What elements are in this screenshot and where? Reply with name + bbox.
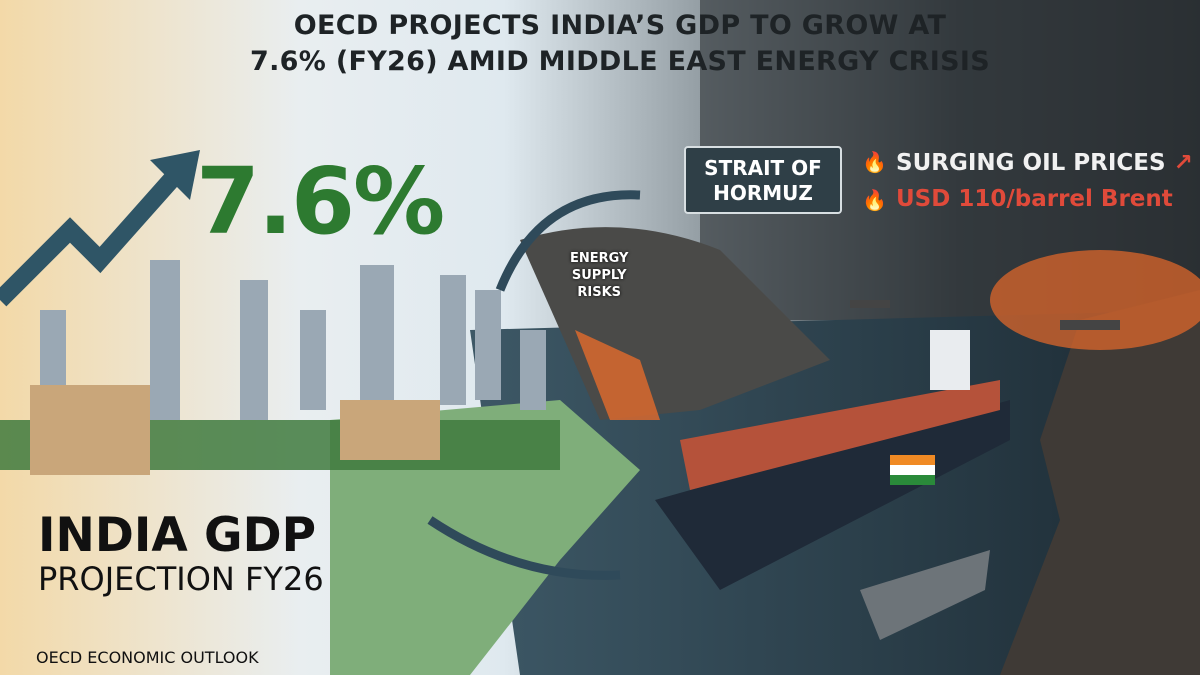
- source-label: OECD ECONOMIC OUTLOOK: [36, 648, 259, 667]
- bottom-subtitle: PROJECTION FY26: [38, 560, 324, 598]
- strait-of-hormuz-sign: STRAIT OF HORMUZ: [684, 146, 842, 214]
- container-ship: [655, 330, 1010, 590]
- oil-prices-text: SURGING OIL PRICES: [896, 150, 1166, 176]
- right-cliffs: [1000, 290, 1200, 675]
- oil-rigs: [850, 300, 1120, 330]
- coast-fire: [575, 330, 660, 420]
- heritage-building: [340, 400, 440, 460]
- risk-line-1: ENERGY: [570, 251, 629, 266]
- growth-figure: 7.6%: [196, 148, 445, 255]
- risk-line-2: SUPPLY: [571, 268, 627, 283]
- fire-icon: 🔥: [862, 150, 887, 174]
- city-skyline: [40, 260, 546, 425]
- energy-supply-risks-label: ENERGY SUPPLY RISKS: [570, 250, 628, 301]
- navy-ship: [860, 550, 990, 640]
- oil-prices-label: SURGING OIL PRICES ↗: [896, 150, 1193, 176]
- sign-line-1: STRAIT OF: [704, 156, 822, 180]
- trend-up-arrow-icon: ↗: [1173, 150, 1193, 176]
- brent-price-label: USD 110/barrel Brent: [896, 186, 1173, 212]
- sign-line-2: HORMUZ: [713, 181, 813, 205]
- fire-icon: 🔥: [862, 188, 887, 212]
- growth-arrow: [0, 164, 187, 307]
- headline-line-2: 7.6% (FY26) AMID MIDDLE EAST ENERGY CRIS…: [250, 46, 990, 77]
- headline-line-1: OECD PROJECTS INDIA’S GDP TO GROW AT: [293, 10, 947, 41]
- gateway-of-india: [30, 385, 150, 475]
- fire-glow: [990, 250, 1200, 350]
- headline: OECD PROJECTS INDIA’S GDP TO GROW AT 7.6…: [240, 8, 1000, 80]
- curved-arrow-2: [427, 516, 621, 580]
- bottom-title: INDIA GDP: [38, 508, 317, 563]
- growth-arrowhead: [150, 150, 200, 200]
- risk-line-3: RISKS: [577, 285, 622, 300]
- curved-arrow: [495, 190, 641, 292]
